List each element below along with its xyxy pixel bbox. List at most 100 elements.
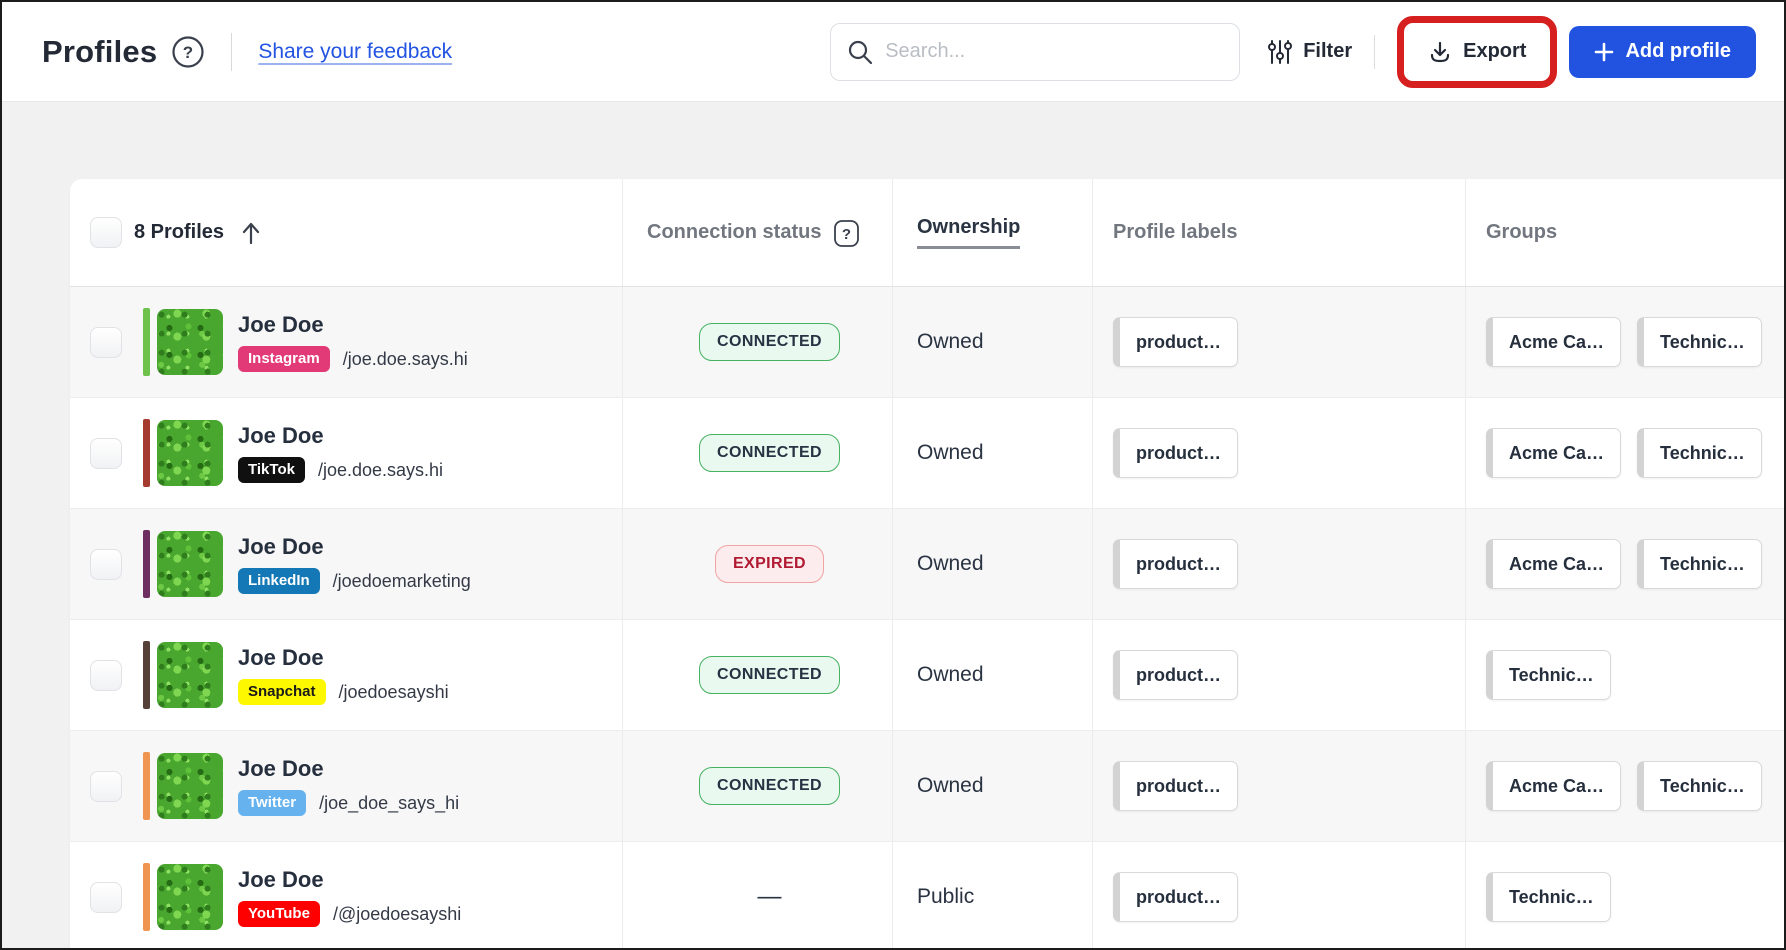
add-profile-label: Add profile [1625,40,1731,62]
profile-avatar [157,309,223,375]
profile-handle: /joe.doe.says.hi [342,348,468,369]
network-badge: Snapchat [238,679,326,706]
column-profile-labels[interactable]: Profile labels [1113,221,1238,243]
profile-avatar [157,420,223,486]
row-checkbox[interactable] [90,548,122,580]
profile-label-chip[interactable]: product… [1113,428,1238,478]
row-checkbox[interactable] [90,881,122,913]
column-ownership[interactable]: Ownership [917,216,1021,249]
profile-avatar [157,864,223,930]
search-box[interactable] [830,22,1241,81]
status-badge: CONNECTED [699,656,840,694]
filter-button[interactable]: Filter [1268,39,1352,65]
ownership-value: Owned [917,441,984,464]
ownership-value: Owned [917,663,984,686]
group-chip[interactable]: Acme Ca… [1486,539,1622,589]
profile-handle: /@joedoesayshi [332,903,462,924]
group-chip[interactable]: Technic… [1486,872,1611,922]
export-button[interactable]: Export [1407,25,1548,78]
toolbar-divider [1374,34,1376,69]
profile-color-bar [143,308,150,376]
page-title: Profiles [42,33,158,69]
group-chip[interactable]: Technic… [1637,317,1762,367]
search-input[interactable] [830,22,1241,81]
top-bar: Profiles ? Share your feedback [2,2,1784,102]
column-connection-status[interactable]: Connection status [647,221,822,243]
plus-icon [1594,42,1614,62]
profile-handle: /joedoemarketing [332,570,471,591]
row-checkbox[interactable] [90,770,122,802]
ownership-value: Owned [917,552,984,575]
profile-label-chip[interactable]: product… [1113,761,1238,811]
profile-color-bar [143,863,150,931]
profile-avatar [157,531,223,597]
profile-name: Joe Doe [238,755,324,781]
profile-row: Joe Doe Instagram /joe.doe.says.hi CONNE… [70,287,1784,398]
group-chip[interactable]: Technic… [1637,761,1762,811]
network-badge: Instagram [238,346,330,373]
ownership-value: Owned [917,330,984,353]
filter-icon [1268,39,1293,65]
profile-label-chip[interactable]: product… [1113,539,1238,589]
profile-label-chip[interactable]: product… [1113,872,1238,922]
profile-name: Joe Doe [238,644,324,670]
network-badge: Twitter [238,790,307,817]
column-help-icon[interactable]: ? [833,218,860,248]
network-badge: YouTube [238,901,320,928]
filter-label: Filter [1303,40,1353,62]
ownership-value: Public [917,885,975,908]
profile-row: Joe Doe Twitter /joe_doe_says_hi CONNECT… [70,731,1784,842]
profiles-count: 8 Profiles [134,221,225,243]
profile-handle: /joedoesayshi [338,681,449,702]
row-checkbox[interactable] [90,659,122,691]
profile-avatar [157,753,223,819]
group-chip[interactable]: Acme Ca… [1486,761,1622,811]
select-all-checkbox[interactable] [90,217,122,248]
ownership-value: Owned [917,774,984,797]
group-chip[interactable]: Acme Ca… [1486,428,1622,478]
profile-row: Joe Doe YouTube /@joedoesayshi — Public … [70,842,1784,948]
status-badge: CONNECTED [699,323,840,361]
status-none: — [757,883,782,910]
status-badge: CONNECTED [699,434,840,472]
profile-name: Joe Doe [238,311,324,337]
feedback-link[interactable]: Share your feedback [258,39,453,63]
profile-row: Joe Doe LinkedIn /joedoemarketing EXPIRE… [70,509,1784,620]
export-annotation-highlight: Export [1397,15,1558,88]
profile-row: Joe Doe Snapchat /joedoesayshi CONNECTED… [70,620,1784,731]
network-badge: LinkedIn [238,568,320,595]
group-chip[interactable]: Acme Ca… [1486,317,1622,367]
header-divider [231,32,233,71]
profile-label-chip[interactable]: product… [1113,650,1238,700]
row-checkbox[interactable] [90,437,122,469]
export-label: Export [1463,40,1527,62]
sort-ascending-icon[interactable] [240,220,262,246]
group-chip[interactable]: Technic… [1486,650,1611,700]
add-profile-button[interactable]: Add profile [1569,25,1756,78]
row-checkbox[interactable] [90,326,122,358]
profile-color-bar [143,419,150,487]
column-groups[interactable]: Groups [1486,221,1558,243]
status-badge: EXPIRED [714,545,825,583]
profile-handle: /joe.doe.says.hi [317,459,444,480]
status-badge: CONNECTED [699,767,840,805]
profile-name: Joe Doe [238,866,324,892]
profiles-table: 8 Profiles Connection status ? Ownership… [70,179,1784,948]
svg-text:?: ? [842,226,851,243]
svg-text:?: ? [183,43,193,62]
profile-handle: /joe_doe_says_hi [319,792,460,813]
profile-avatar [157,642,223,708]
group-chip[interactable]: Technic… [1637,539,1762,589]
network-badge: TikTok [238,457,305,484]
download-icon [1428,40,1452,64]
help-icon[interactable]: ? [171,35,205,69]
profile-color-bar [143,530,150,598]
profile-name: Joe Doe [238,533,324,559]
profile-label-chip[interactable]: product… [1113,317,1238,367]
profile-name: Joe Doe [238,422,324,448]
group-chip[interactable]: Technic… [1637,428,1762,478]
profile-color-bar [143,641,150,709]
profile-color-bar [143,752,150,820]
profile-row: Joe Doe TikTok /joe.doe.says.hi CONNECTE… [70,398,1784,509]
table-header-row: 8 Profiles Connection status ? Ownership… [70,179,1784,287]
